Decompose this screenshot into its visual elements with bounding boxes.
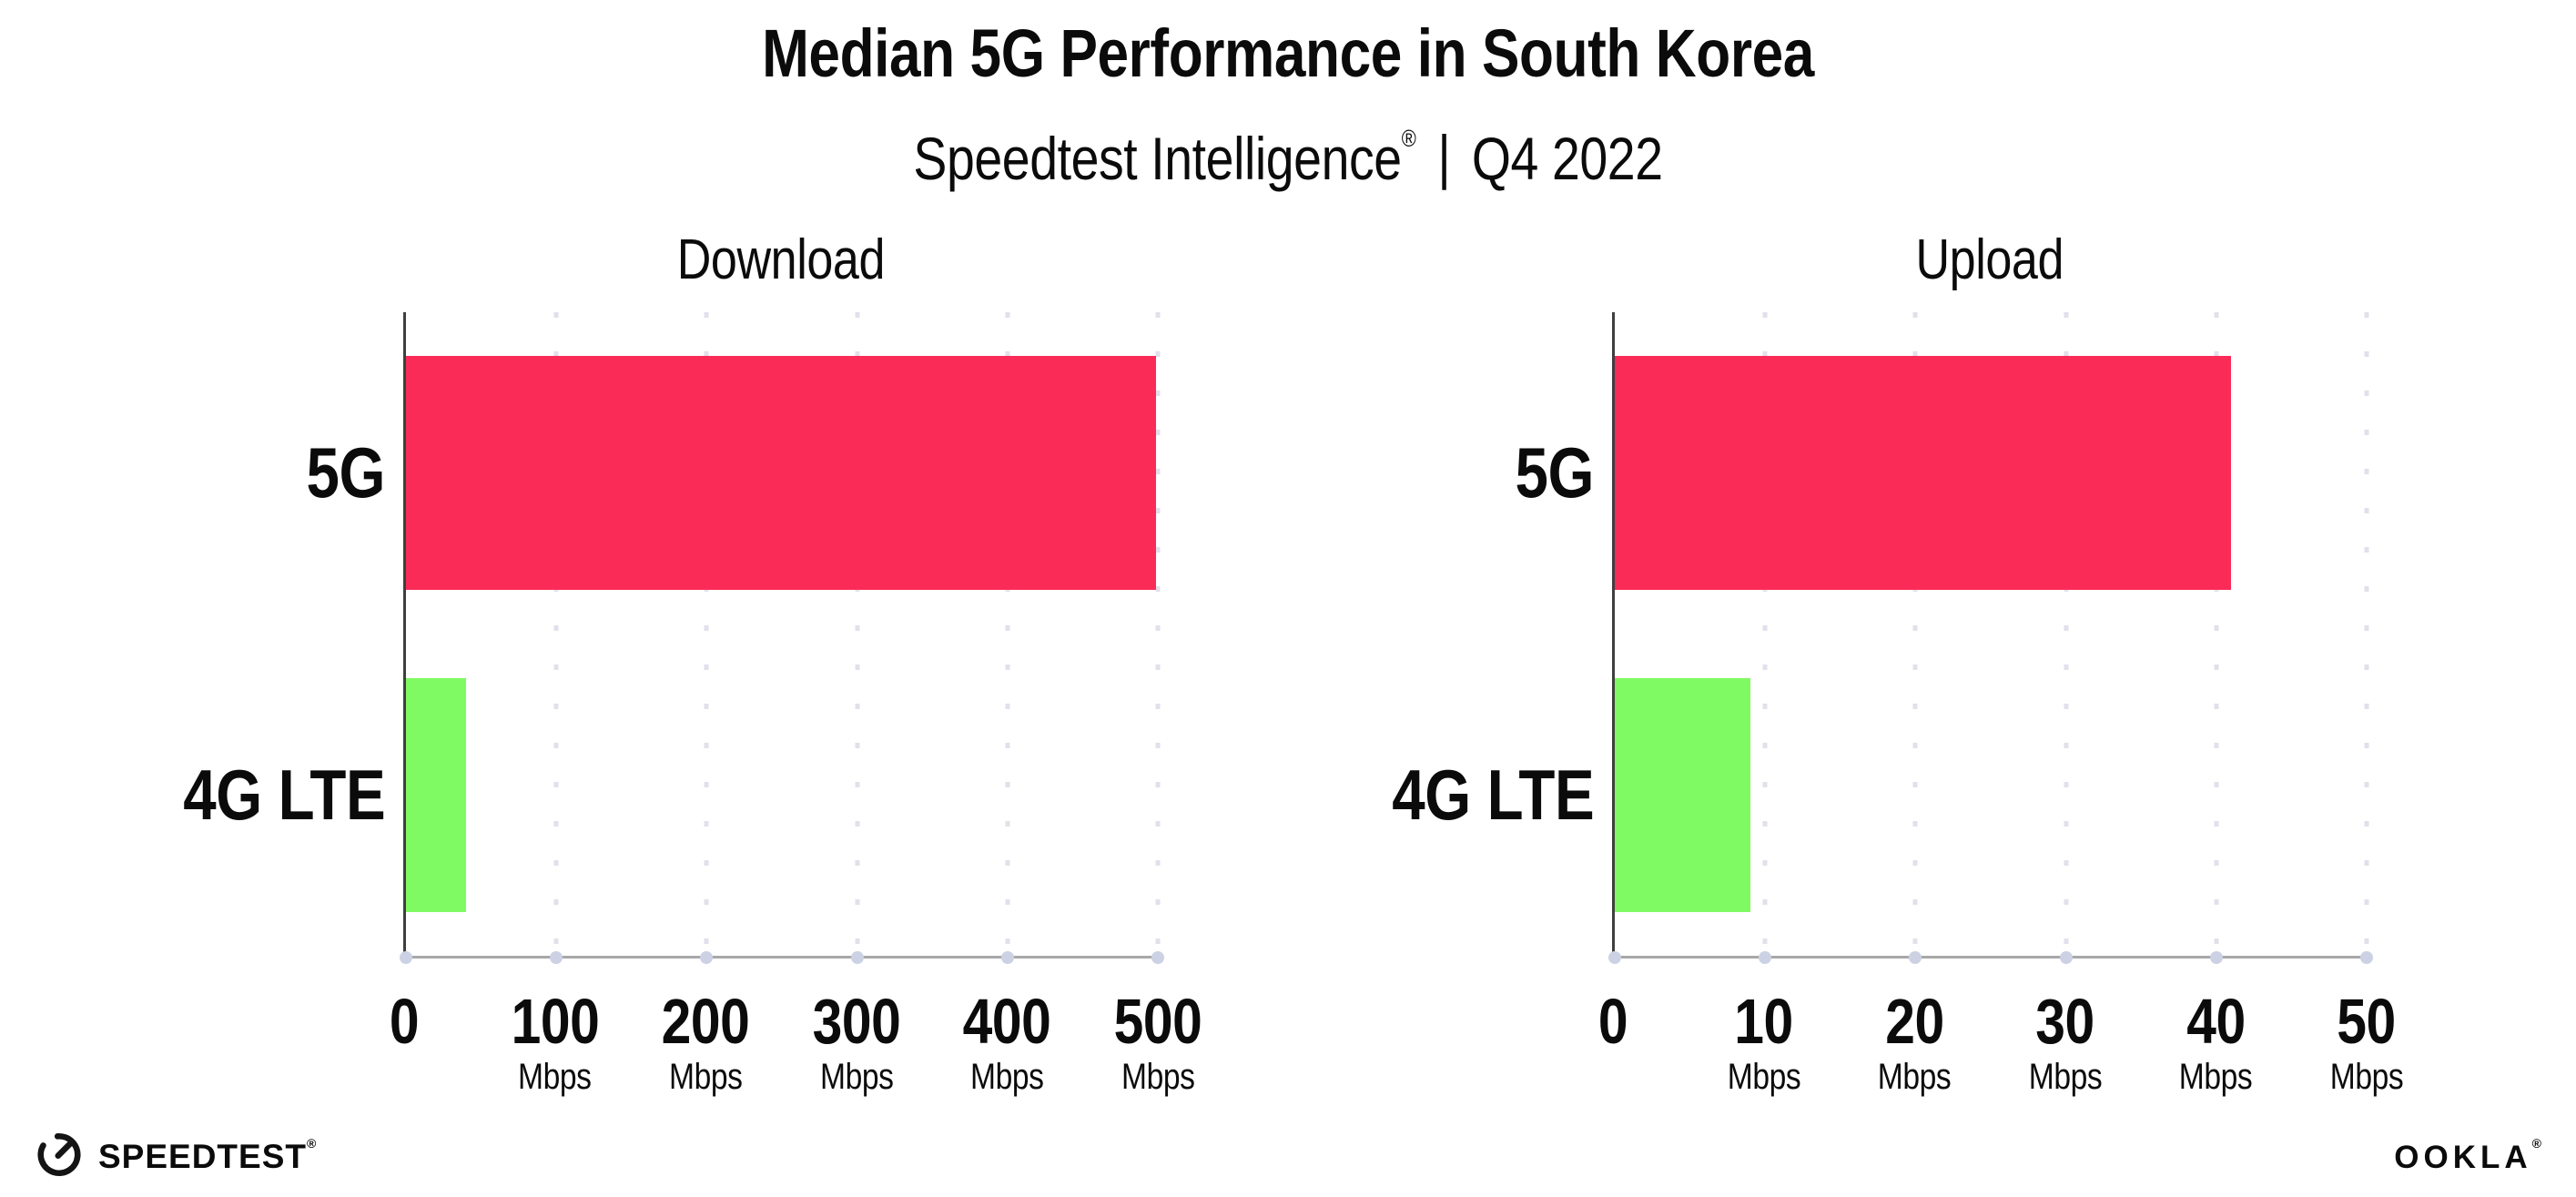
x-tick-value: 10: [1734, 986, 1793, 1057]
category-label-5g: 5G: [306, 432, 386, 513]
speedtest-wordmark: SPEEDTEST®: [98, 1135, 317, 1175]
tick-mark-400: [1000, 951, 1014, 964]
x-tick-400: 400 Mbps: [955, 989, 1060, 1097]
x-tick-30: 30 Mbps: [2022, 989, 2109, 1097]
download-chart: Download 5G 4G LTE 0 100 Mbps 200 Mbps 300 Mbps…: [93, 209, 1202, 1104]
header: Median 5G Performance in South Korea Spe…: [0, 0, 2576, 195]
tick-mark-200: [700, 951, 714, 964]
category-label-4g-lte: 4G LTE: [1392, 754, 1595, 835]
x-tick-40: 40 Mbps: [2172, 989, 2259, 1097]
upload-chart: Upload 5G 4G LTE 0 10 Mbps 20 Mbps 30 Mbps 40 Mbp…: [1302, 209, 2404, 1104]
page-title: Median 5G Performance in South Korea: [0, 18, 2576, 89]
subtitle-period: Q4 2022: [1471, 125, 1663, 192]
x-tick-500: 500 Mbps: [1105, 989, 1210, 1097]
x-tick-0: 0: [1596, 989, 1630, 1053]
category-label-5g: 5G: [1515, 432, 1595, 513]
x-tick-value: 400: [962, 986, 1051, 1057]
registered-mark: ®: [1401, 125, 1416, 152]
ookla-wordmark: OOKLA: [2394, 1139, 2532, 1175]
footer: SPEEDTEST® OOKLA®: [0, 1129, 2576, 1182]
gridline-20: [1912, 312, 1918, 956]
tick-mark-0: [400, 951, 413, 964]
download-plot-area: [400, 312, 1164, 964]
gridline-50: [2364, 312, 2369, 956]
upload-x-axis: 0 10 Mbps 20 Mbps 30 Mbps 40 Mbps 50 Mbps: [1598, 959, 2404, 1104]
download-chart-title: Download: [676, 228, 886, 291]
x-tick-unit: Mbps: [518, 1057, 592, 1097]
bar-4g-lte-upload: [1615, 677, 1750, 912]
bar-4g-lte-download: [406, 677, 467, 912]
x-tick-value: 50: [2337, 986, 2397, 1057]
x-tick-value: 200: [661, 986, 750, 1057]
gridline-100: [553, 312, 559, 956]
bar-5g-download: [406, 356, 1157, 591]
gridline-300: [855, 312, 860, 956]
x-tick-value: 40: [2186, 986, 2246, 1057]
x-tick-unit: Mbps: [2028, 1057, 2103, 1097]
subtitle-brand: Speedtest Intelligence: [913, 125, 1402, 192]
page-title-text: Median 5G Performance in South Korea: [762, 15, 1814, 91]
tick-mark-30: [2059, 951, 2073, 964]
tick-mark-100: [550, 951, 563, 964]
x-tick-unit: Mbps: [1877, 1057, 1952, 1097]
x-tick-value: 0: [1597, 986, 1628, 1057]
x-tick-100: 100 Mbps: [502, 989, 607, 1097]
x-tick-value: 100: [511, 986, 600, 1057]
page-subtitle: Speedtest Intelligence® | Q4 2022: [0, 102, 2576, 195]
x-tick-300: 300 Mbps: [804, 989, 908, 1097]
gridline-40: [2214, 312, 2219, 956]
x-tick-200: 200 Mbps: [654, 989, 758, 1097]
x-tick-value: 30: [2035, 986, 2095, 1057]
x-tick-unit: Mbps: [819, 1057, 894, 1097]
speedtest-logo: SPEEDTEST®: [35, 1129, 316, 1182]
tick-mark-50: [2360, 951, 2373, 964]
x-tick-0: 0: [387, 989, 421, 1053]
x-tick-20: 20 Mbps: [1871, 989, 1958, 1097]
speedtest-registered-mark: ®: [307, 1135, 317, 1151]
download-category-labels: 5G 4G LTE: [93, 312, 403, 956]
gridline-30: [2064, 312, 2069, 956]
gridline-500: [1155, 312, 1161, 956]
tick-mark-300: [850, 951, 864, 964]
x-tick-value: 0: [389, 986, 420, 1057]
x-tick-unit: Mbps: [1727, 1057, 1800, 1097]
gridline-200: [704, 312, 709, 956]
x-tick-unit: Mbps: [970, 1057, 1044, 1097]
tick-mark-0: [1608, 951, 1622, 964]
tick-mark-500: [1151, 951, 1164, 964]
gridline-400: [1005, 312, 1010, 956]
upload-category-labels: 5G 4G LTE: [1302, 312, 1612, 956]
upload-chart-title: Upload: [1915, 228, 2064, 291]
x-tick-unit: Mbps: [1121, 1057, 1195, 1097]
download-x-axis: 0 100 Mbps 200 Mbps 300 Mbps 400 Mbps 500 Mbps: [390, 959, 1202, 1104]
ookla-registered-mark: ®: [2531, 1135, 2541, 1151]
speedtest-gauge-icon: [35, 1129, 84, 1182]
x-tick-unit: Mbps: [2329, 1057, 2404, 1097]
x-tick-50: 50 Mbps: [2323, 989, 2410, 1097]
x-tick-unit: Mbps: [2179, 1057, 2253, 1097]
subtitle-separator: |: [1437, 123, 1451, 190]
tick-mark-20: [1909, 951, 1922, 964]
tick-mark-10: [1759, 951, 1772, 964]
x-tick-unit: Mbps: [668, 1057, 743, 1097]
x-tick-value: 500: [1113, 986, 1202, 1057]
upload-plot-area: [1608, 312, 2373, 964]
x-tick-value: 20: [1884, 986, 1944, 1057]
category-label-4g-lte: 4G LTE: [183, 754, 386, 835]
ookla-logo: OOKLA®: [2394, 1136, 2541, 1176]
x-tick-value: 300: [812, 986, 901, 1057]
x-tick-10: 10 Mbps: [1720, 989, 1808, 1097]
bar-5g-upload: [1615, 356, 2232, 591]
gridline-10: [1762, 312, 1768, 956]
tick-mark-40: [2209, 951, 2223, 964]
